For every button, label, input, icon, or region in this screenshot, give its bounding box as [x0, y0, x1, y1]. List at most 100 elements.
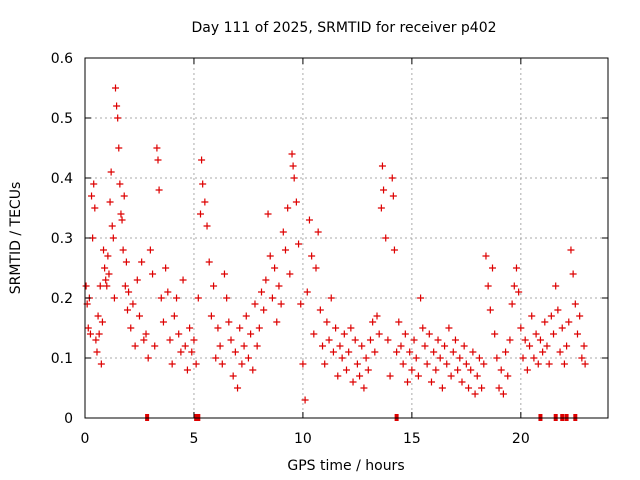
data-point [82, 282, 90, 290]
data-point [521, 336, 529, 344]
data-point [118, 216, 126, 224]
data-point [131, 342, 139, 350]
data-point [292, 198, 300, 206]
data-point [216, 342, 224, 350]
data-point [578, 354, 586, 362]
x-axis-label: GPS time / hours [287, 458, 404, 474]
data-point [122, 258, 130, 266]
x-tick-label: 0 [81, 431, 90, 447]
data-point [445, 324, 453, 332]
data-point [273, 318, 281, 326]
x-tick-label: 20 [512, 431, 530, 447]
data-point [327, 294, 335, 302]
data-point [510, 282, 518, 290]
data-point [264, 210, 272, 218]
data-point [336, 342, 344, 350]
data-point [532, 330, 540, 338]
data-point [203, 222, 211, 230]
data-point [154, 156, 162, 164]
data-point [303, 288, 311, 296]
data-point [117, 210, 125, 218]
data-point [251, 300, 259, 308]
data-point [430, 348, 438, 356]
data-point [547, 312, 555, 320]
data-point [316, 306, 324, 314]
data-point [101, 264, 109, 272]
data-point [454, 366, 462, 374]
data-point [493, 354, 501, 362]
data-point [412, 354, 420, 362]
data-point [231, 348, 239, 356]
data-point [541, 318, 549, 326]
data-point [295, 240, 303, 248]
data-point [441, 342, 449, 350]
data-point [201, 198, 209, 206]
data-point [96, 282, 104, 290]
data-point [109, 234, 117, 242]
data-point [495, 384, 503, 392]
data-point [554, 306, 562, 314]
x-tick-label: 10 [294, 431, 312, 447]
data-point [427, 378, 435, 386]
data-point [449, 348, 457, 356]
data-points-layer [82, 84, 589, 404]
data-point [382, 234, 390, 242]
data-point [515, 288, 523, 296]
data-point [286, 270, 294, 278]
data-point [227, 336, 235, 344]
data-point [301, 396, 309, 404]
data-point [205, 258, 213, 266]
data-point [198, 156, 206, 164]
data-point [460, 342, 468, 350]
data-point [119, 246, 127, 254]
data-point [86, 330, 94, 338]
data-point [138, 258, 146, 266]
data-point [210, 282, 218, 290]
data-point [536, 336, 544, 344]
data-point [436, 354, 444, 362]
data-point [482, 252, 490, 260]
data-point [166, 336, 174, 344]
data-point [358, 342, 366, 350]
data-point [94, 312, 102, 320]
data-point [581, 360, 589, 368]
data-point [467, 366, 475, 374]
data-point [212, 354, 220, 362]
y-tick-label: 0.6 [51, 51, 73, 67]
data-point [192, 360, 200, 368]
data-point [534, 360, 542, 368]
data-point [135, 312, 143, 320]
data-point [255, 324, 263, 332]
data-point [580, 342, 588, 350]
data-point [380, 186, 388, 194]
data-point [266, 252, 274, 260]
data-point [364, 366, 372, 374]
data-point [199, 180, 207, 188]
data-point [164, 288, 172, 296]
data-point [499, 390, 507, 398]
chart-title: Day 111 of 2025, SRMTID for receiver p40… [191, 20, 496, 36]
data-point [146, 246, 154, 254]
data-point [299, 360, 307, 368]
data-point [491, 330, 499, 338]
data-point [351, 336, 359, 344]
data-point [93, 348, 101, 356]
data-point [155, 186, 163, 194]
data-point [340, 330, 348, 338]
data-point [473, 372, 481, 380]
y-tick-label: 0 [64, 411, 73, 427]
data-point [388, 174, 396, 182]
data-point [175, 330, 183, 338]
data-point [329, 348, 337, 356]
data-point [120, 192, 128, 200]
data-point [88, 192, 96, 200]
data-point [277, 300, 285, 308]
data-point [571, 300, 579, 308]
tick-layer: 0 0.1 0.2 0.3 0.4 0.5 0.6 0 5 10 15 20 [51, 51, 608, 447]
data-point [244, 354, 252, 362]
data-point [528, 312, 536, 320]
data-point [432, 366, 440, 374]
data-point [223, 294, 231, 302]
data-point [127, 324, 135, 332]
